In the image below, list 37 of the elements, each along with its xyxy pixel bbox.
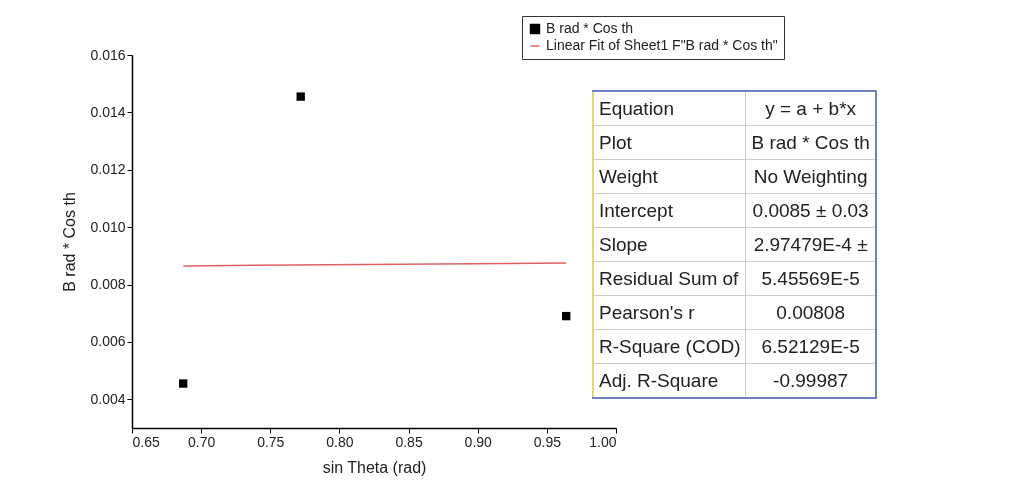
y-tick-label: 0.006	[90, 333, 126, 350]
text: 2.97479E-4 ±	[745, 227, 876, 262]
x-tick-label: 0.85	[395, 433, 423, 450]
y-tick-label: 0.012	[90, 161, 126, 178]
y-tick-label: 0.010	[90, 218, 126, 235]
annotation: Plot	[593, 125, 746, 160]
annotation: Residual Sum of	[593, 261, 746, 296]
text: B rad * Cos th	[745, 125, 876, 160]
x-tick-label: 0.75	[257, 433, 285, 450]
text: 6.52129E-5	[745, 329, 876, 364]
annotation: R-Square (COD)	[593, 329, 746, 364]
text: 0.00808	[745, 295, 876, 330]
text: 0.0085 ± 0.03	[745, 193, 876, 228]
y-tick-label: 0.014	[90, 103, 126, 120]
text: 5.45569E-5	[745, 261, 876, 296]
annotation: Intercept	[593, 193, 746, 228]
y-tick-label: 0.004	[90, 390, 126, 407]
annotation: Weight	[593, 159, 746, 194]
annotation: Adj. R-Square	[593, 363, 746, 398]
y-tick-label: 0.008	[90, 276, 126, 293]
y-axis-title: B rad * Cos th	[61, 192, 79, 292]
text: -0.99987	[745, 363, 876, 398]
x-axis-title: sin Theta (rad)	[322, 458, 427, 476]
x-tick-label: 0.95	[533, 433, 562, 450]
x-tick-label: 0.70	[188, 433, 216, 450]
x-tick-label: 0.65	[132, 433, 160, 450]
y-tick-label: 0.016	[90, 46, 126, 63]
annotation: Slope	[593, 227, 746, 262]
x-tick-label: 0.90	[464, 433, 493, 450]
annotation: Equation	[593, 91, 746, 126]
annotation: Pearson's r	[593, 295, 746, 330]
x-tick-label: 0.80	[326, 433, 354, 450]
legend-label: Linear Fit of Sheet1 F"B rad * Cos th"	[546, 37, 778, 53]
text: y = a + b*x	[745, 91, 876, 126]
x-tick-label: 1.00	[589, 433, 617, 450]
text: No Weighting	[745, 159, 876, 194]
legend-label: B rad * Cos th	[546, 20, 634, 36]
